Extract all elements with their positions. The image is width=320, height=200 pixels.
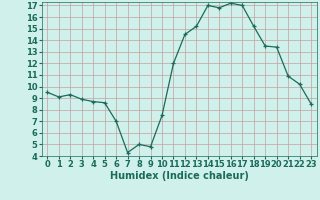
X-axis label: Humidex (Indice chaleur): Humidex (Indice chaleur) xyxy=(110,171,249,181)
